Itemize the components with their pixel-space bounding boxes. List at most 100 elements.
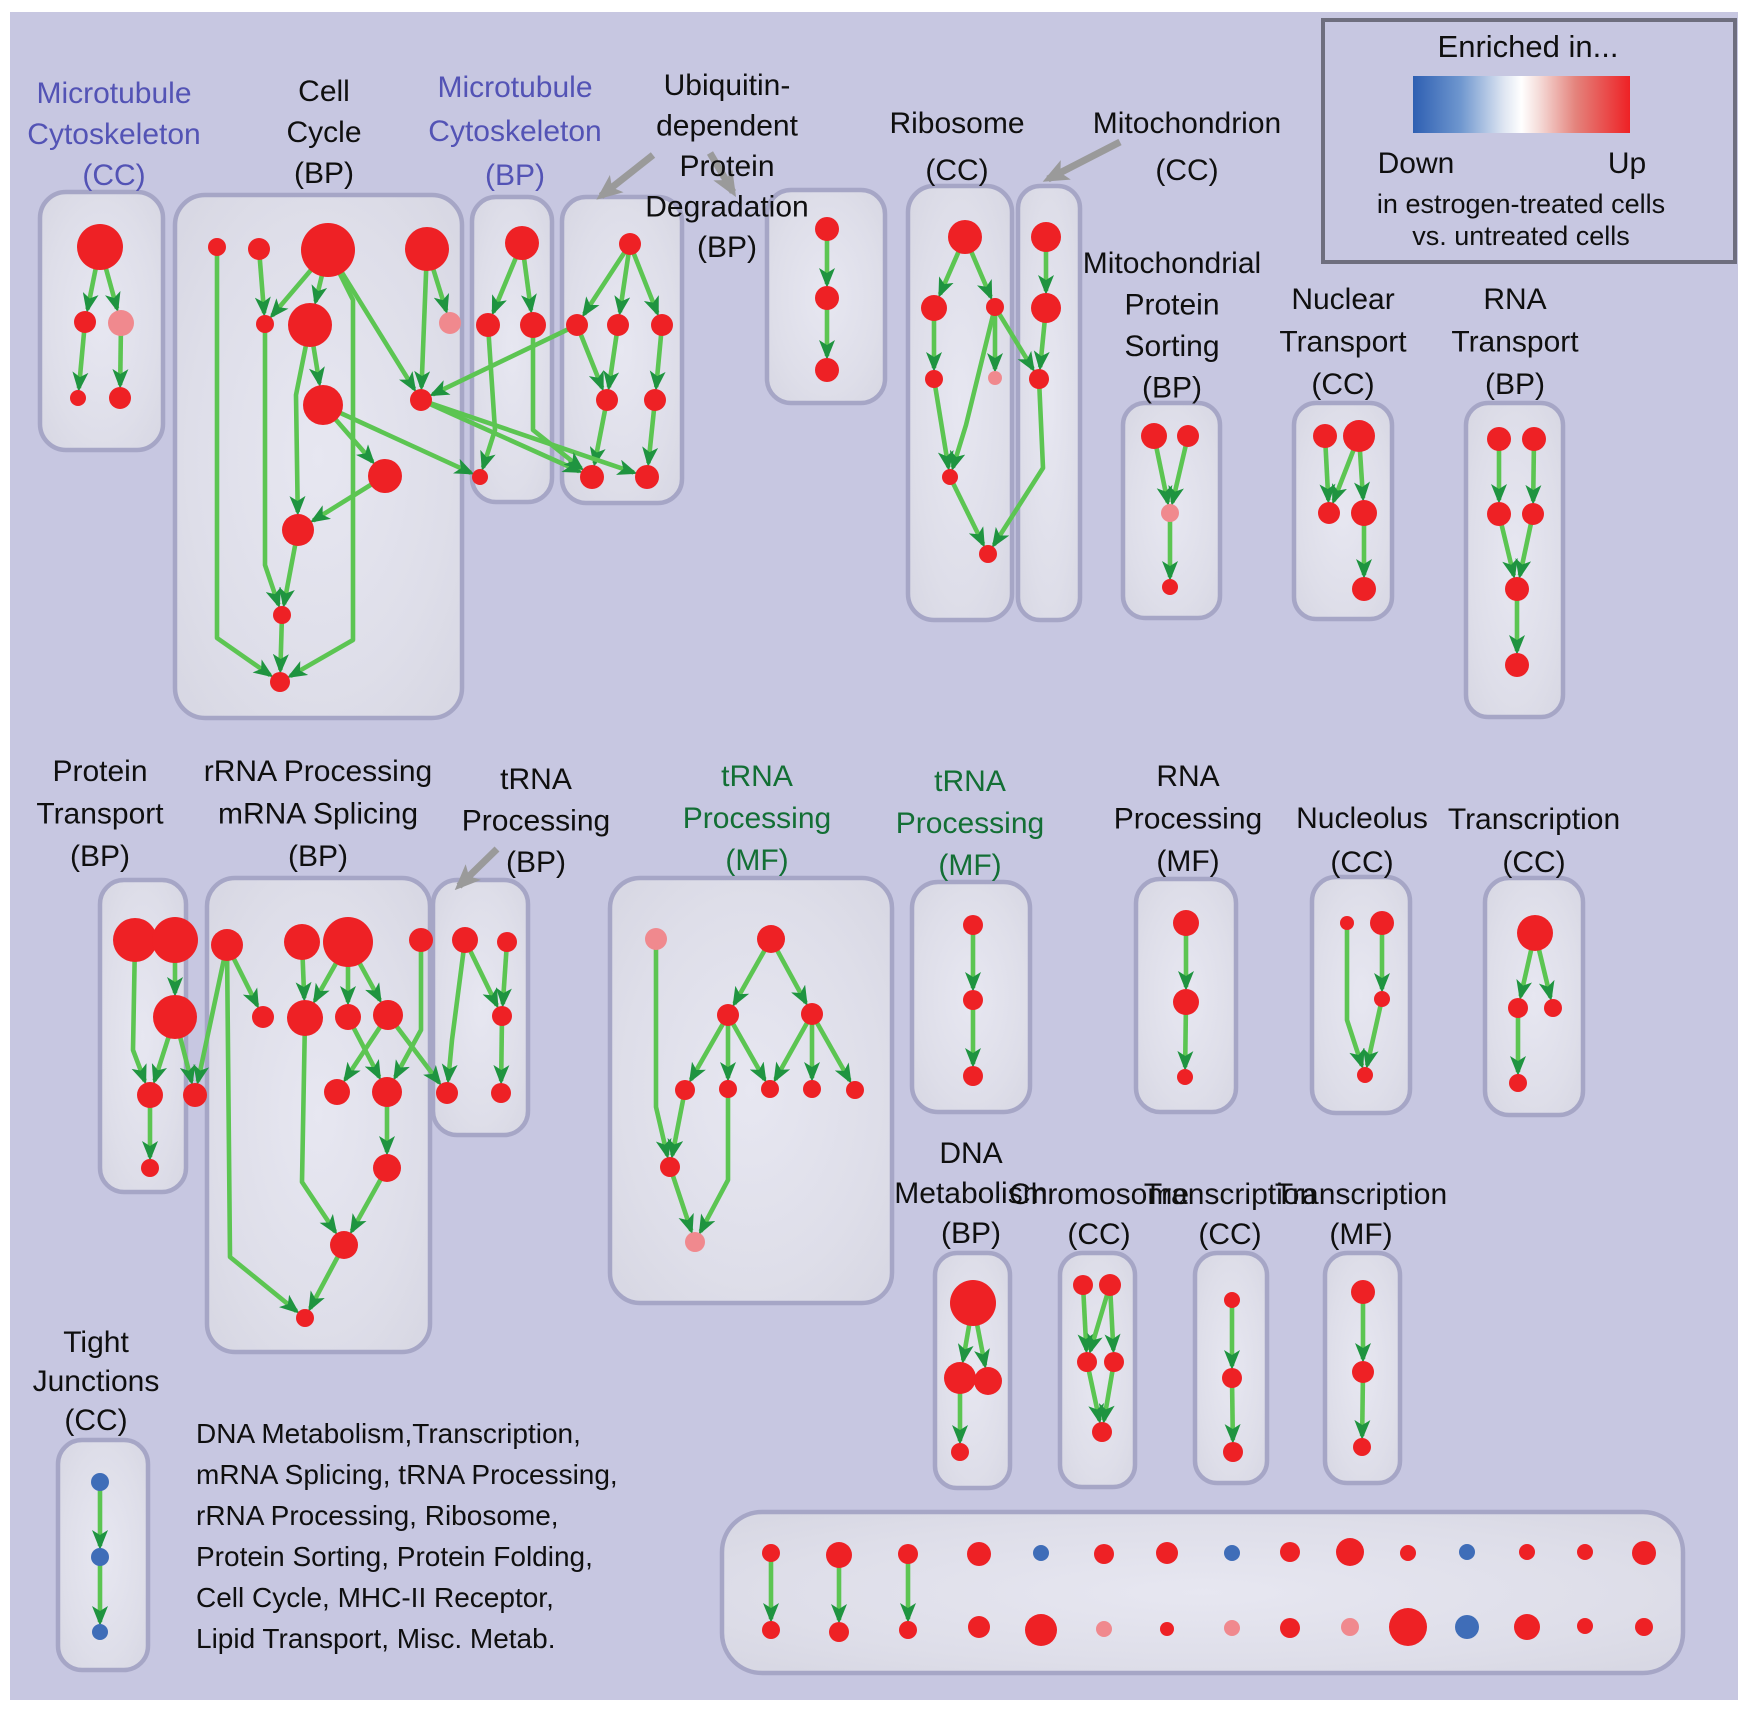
node-up [324,1079,350,1105]
misc-cluster-note-line: mRNA Splicing, tRNA Processing, [196,1459,618,1490]
node-up [1313,424,1337,448]
node-weak-up [108,310,134,336]
edge-arrow-microtubule-cytoskeleton-cc [72,321,89,393]
group-label-protein-transport-bp: Transport [36,798,164,831]
edge-arrow-trna-processing-mf-1 [773,1012,815,1083]
node-up [303,385,343,425]
node-down [1459,1544,1475,1560]
node-up [1519,1544,1535,1560]
node-up [1635,1618,1653,1636]
node-up [815,286,839,310]
node-up [1487,427,1511,451]
edge-arrow-transcription-cc-2 [1224,1377,1241,1445]
group-box-chromosome-cc [1057,1250,1138,1490]
group-label-tight-junctions-cc: (CC) [64,1404,127,1437]
node-up [1156,1542,1178,1564]
group-label-transcription-mf: (MF) [1329,1218,1392,1251]
group-label-ubiquitin-dependent-protein-degradation-bp: (BP) [697,231,757,264]
edge-arrow-trna-processing-mf-1 [809,1012,852,1084]
edge-arrow-cell-cycle-bp [262,324,281,609]
node-up [1577,1544,1593,1560]
node-up [1318,502,1340,524]
group-label-rna-transport-bp: (BP) [1485,368,1545,401]
group-label-protein-transport-bp: (BP) [70,840,130,873]
node-up [1357,1067,1373,1083]
group-label-ubiquitin-dependent-protein-degradation-bp: dependent [656,110,798,143]
group-label-microtubule-cytoskeleton-bp: Microtubule [437,71,592,104]
node-up [1353,1438,1371,1456]
group-label-mitochondrial-protein-sorting-bp: Mitochondrial [1083,247,1261,280]
node-up [761,1080,779,1098]
node-up [497,932,517,952]
group-label-cell-cycle-bp: (BP) [294,157,354,190]
node-up [580,465,604,489]
node-up [1280,1618,1300,1638]
node-up [410,389,432,411]
node-up [452,927,478,953]
node-up [1029,369,1049,389]
edge-arrow-nucleolus-cc [1362,998,1385,1070]
node-weak-up [1161,504,1179,522]
edge-arrow-ubiquitin-dependent-protein-degradation-bp [574,324,605,392]
group-label-trna-processing-mf-2: tRNA [934,765,1006,798]
edge-arrow-trna-processing-bp [441,939,468,1085]
node-up [757,925,785,953]
group-label-microtubule-cytoskeleton-cc: Microtubule [36,77,191,110]
node-up [282,514,314,546]
group-label-nuclear-transport-cc: (CC) [1311,368,1374,401]
misc-cluster-note-line: Protein Sorting, Protein Folding, [196,1541,593,1572]
group-label-ubiquitin-dependent-protein-degradation-bp: Degradation [645,191,808,224]
node-up [1487,502,1511,526]
node-up [492,1006,512,1026]
group-label-chromosome-cc: Chromosome [1009,1178,1189,1211]
group-label-nucleolus-cc: Nucleolus [1296,802,1428,835]
group-label-rna-transport-bp: Transport [1451,326,1579,359]
node-up [963,990,983,1010]
node-up [109,387,131,409]
group-label-microtubule-cytoskeleton-bp: (BP) [485,159,545,192]
group-label-trna-processing-mf-2: Processing [896,807,1044,840]
group-label-rna-transport-bp: RNA [1483,283,1546,316]
node-up [141,1159,159,1177]
node-up [409,928,433,952]
node-up [619,233,641,255]
node-up [1104,1352,1124,1372]
group-label-ribosome-cc: Ribosome [889,107,1024,140]
cross-edge-arrow [420,397,638,475]
group-label-ubiquitin-dependent-protein-degradation-bp: Ubiquitin- [664,69,791,102]
node-down [1455,1615,1479,1639]
node-up [1280,1542,1300,1562]
legend-title: Enriched in... [1438,29,1619,64]
group-label-microtubule-cytoskeleton-bp: Cytoskeleton [428,115,601,148]
edge-arrow-cell-cycle-bp [214,247,274,678]
group-label-mitochondrion-cc: (CC) [1155,154,1218,187]
misc-cluster-note-line: DNA Metabolism,Transcription, [196,1418,581,1449]
node-up [153,995,197,1039]
node-up [815,217,839,241]
node-up [717,1004,739,1026]
node-up [1077,1352,1097,1372]
node-down [1033,1545,1049,1561]
node-up [719,1080,737,1098]
group-label-rrna-processing-mrna-splicing-bp: mRNA Splicing [218,798,418,831]
node-up [1340,916,1354,930]
node-up [330,1231,358,1259]
edge-arrow-trna-processing-mf-1 [667,1089,688,1160]
cross-edge-arrow [322,402,475,475]
edge-arrow-cell-cycle-bp [414,248,431,392]
group-label-trna-processing-bp: Processing [462,805,610,838]
node-up [1632,1541,1656,1565]
node-weak-up [439,312,461,334]
node-up [921,295,947,321]
group-label-rrna-processing-mrna-splicing-bp: (BP) [288,840,348,873]
node-up [968,1616,990,1638]
node-down [92,1624,108,1640]
edge-arrow-rrna-processing-mrna-splicing-bp [224,944,300,1314]
edge-arrow-rrna-processing-mrna-splicing-bp [299,1017,338,1236]
node-up [1094,1544,1114,1564]
node-up [183,1083,207,1107]
group-label-ribosome-cc: (CC) [925,154,988,187]
node-up [1141,423,1167,449]
node-up [963,915,983,935]
